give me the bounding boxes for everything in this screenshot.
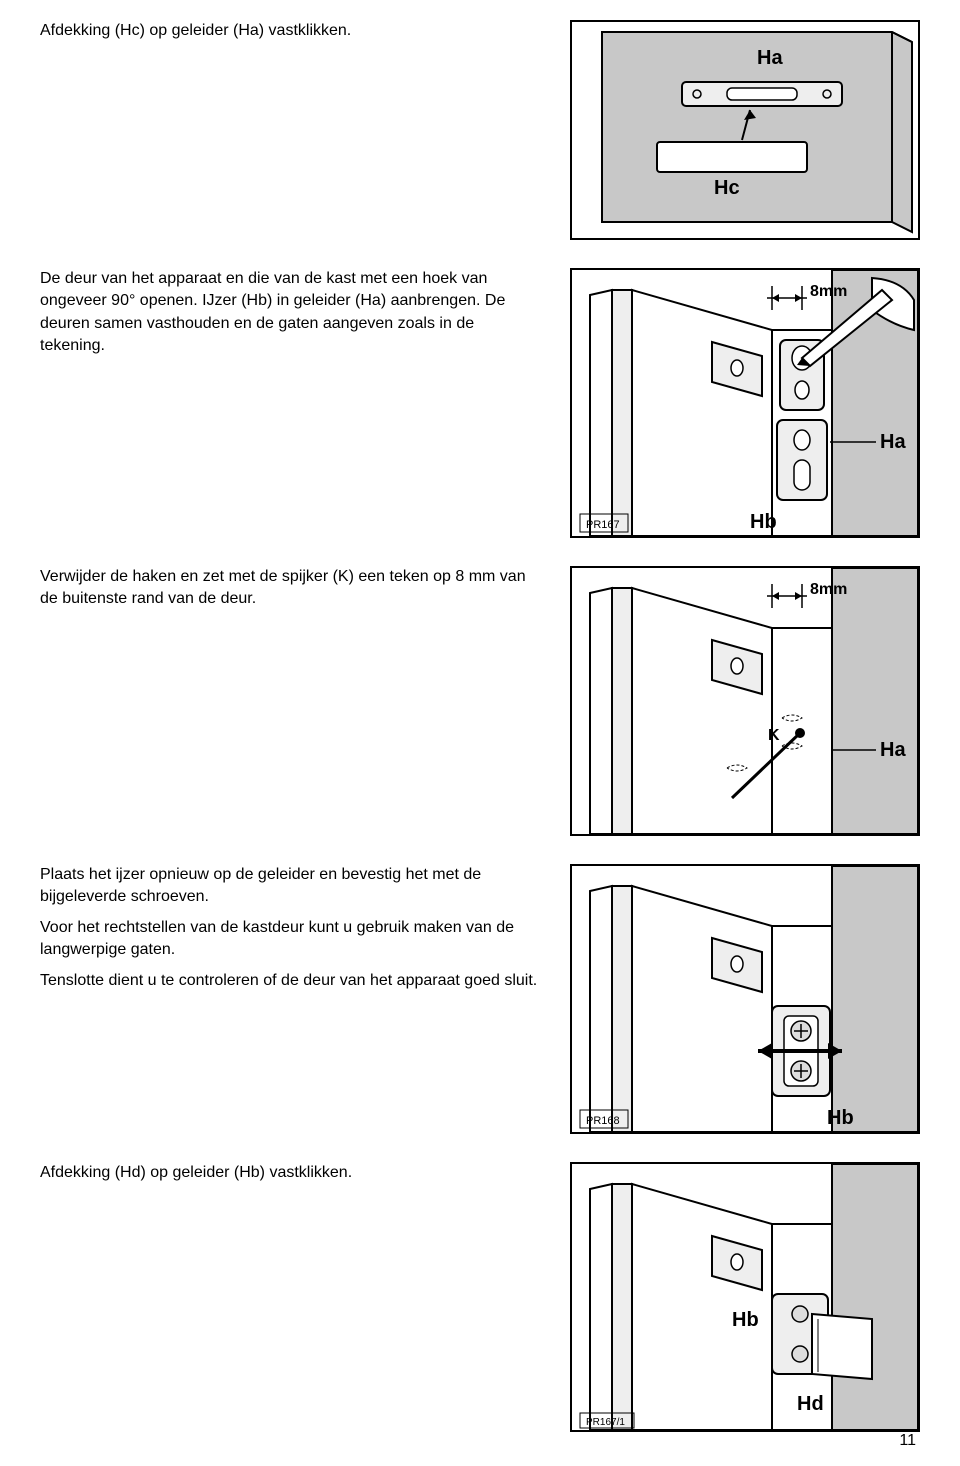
step-5-text: Afdekking (Hd) op geleider (Hb) vastklik… — [40, 1162, 540, 1184]
page-content: Afdekking (Hc) op geleider (Ha) vastklik… — [0, 0, 960, 1452]
step-4-text-1: Plaats het ijzer opnieuw op de geleider … — [40, 864, 540, 909]
diagram-5: Hb Hd PR167/1 — [570, 1162, 920, 1432]
step-2-text-col: De deur van het apparaat en die van de k… — [40, 268, 570, 538]
step-1-text: Afdekking (Hc) op geleider (Ha) vastklik… — [40, 20, 540, 42]
label-hc: Hc — [714, 177, 740, 199]
label-ha-3: Ha — [880, 739, 906, 761]
step-2-image-col: 8mm Ha Hb PR167 — [570, 268, 920, 538]
ref-pr168: PR168 — [586, 1115, 620, 1127]
label-ha: Ha — [757, 47, 783, 69]
label-hd: Hd — [797, 1393, 824, 1415]
label-hb-5: Hb — [732, 1309, 759, 1331]
step-1-text-col: Afdekking (Hc) op geleider (Ha) vastklik… — [40, 20, 570, 240]
diagram-1: Ha Hc — [570, 20, 920, 240]
step-4-image-col: Hb PR168 — [570, 864, 920, 1134]
diagram-3: 8mm K Ha — [570, 566, 920, 836]
step-2-text-1: De deur van het apparaat en die van de k… — [40, 268, 540, 358]
page-number: 11 — [899, 1432, 916, 1450]
ref-pr167-1: PR167/1 — [586, 1417, 625, 1428]
step-5-row: Afdekking (Hd) op geleider (Hb) vastklik… — [40, 1162, 920, 1432]
step-1-row: Afdekking (Hc) op geleider (Ha) vastklik… — [40, 20, 920, 240]
label-8mm-1: 8mm — [810, 283, 847, 300]
step-4-text-3: Tenslotte dient u te controleren of de d… — [40, 970, 540, 992]
step-2-row: De deur van het apparaat en die van de k… — [40, 268, 920, 538]
ref-pr167: PR167 — [586, 519, 620, 531]
label-hb-2: Hb — [750, 511, 777, 533]
step-5-text-col: Afdekking (Hd) op geleider (Hb) vastklik… — [40, 1162, 570, 1432]
step-4-text-2: Voor het rechtstellen van de kastdeur ku… — [40, 917, 540, 962]
diagram-2: 8mm Ha Hb PR167 — [570, 268, 920, 538]
step-4-row: Plaats het ijzer opnieuw op de geleider … — [40, 864, 920, 1134]
step-3-row: Verwijder de haken en zet met de spijker… — [40, 566, 920, 836]
step-4-text-col: Plaats het ijzer opnieuw op de geleider … — [40, 864, 570, 1134]
label-ha-2: Ha — [880, 431, 906, 453]
step-1-image-col: Ha Hc — [570, 20, 920, 240]
label-k: K — [768, 727, 780, 744]
step-3-text: Verwijder de haken en zet met de spijker… — [40, 566, 540, 611]
diagram-4: Hb PR168 — [570, 864, 920, 1134]
label-hb-4: Hb — [827, 1107, 854, 1129]
step-3-text-col: Verwijder de haken en zet met de spijker… — [40, 566, 570, 836]
label-8mm-2: 8mm — [810, 581, 847, 598]
step-3-image-col: 8mm K Ha — [570, 566, 920, 836]
step-5-image-col: Hb Hd PR167/1 — [570, 1162, 920, 1432]
